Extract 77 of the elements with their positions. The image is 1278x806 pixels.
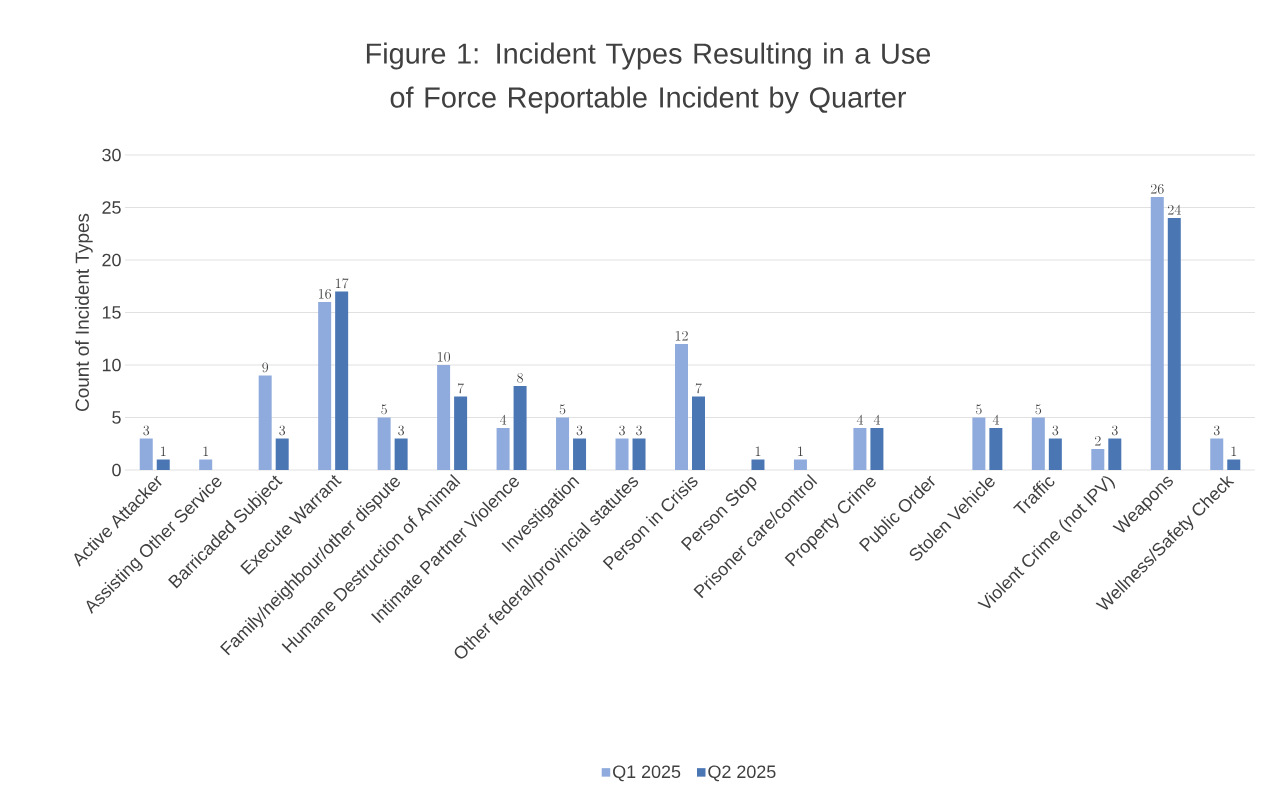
bar <box>632 438 646 470</box>
data-label: 3 <box>398 425 405 436</box>
bar <box>692 396 705 470</box>
y-tick-label: 10 <box>102 358 121 372</box>
bar <box>972 417 986 470</box>
bar <box>1150 197 1164 470</box>
y-tick-label: 15 <box>102 306 121 319</box>
data-label: 16 <box>318 288 332 299</box>
y-tick-label: 25 <box>102 201 121 214</box>
bar <box>615 438 629 470</box>
data-label: 12 <box>675 330 688 341</box>
data-label: 4 <box>499 414 507 425</box>
bar <box>318 302 332 470</box>
y-tick-label: 0 <box>112 463 121 477</box>
bar <box>675 344 688 470</box>
bar <box>751 459 765 470</box>
y-tick-label: 30 <box>102 148 121 162</box>
data-label: 26 <box>1150 183 1164 194</box>
legend-label: Q1 2025 <box>613 765 681 782</box>
bar <box>1210 438 1224 470</box>
data-label: 3 <box>279 425 286 436</box>
data-label: 10 <box>437 351 451 362</box>
data-label: 1 <box>161 446 166 456</box>
data-label: 1 <box>1231 446 1237 456</box>
data-label: 24 <box>1167 204 1181 215</box>
bar <box>139 438 153 470</box>
bar <box>1048 438 1062 470</box>
bar <box>377 417 391 470</box>
bar <box>275 438 289 470</box>
data-label: 4 <box>873 414 881 425</box>
bar <box>793 459 807 470</box>
data-label: 3 <box>143 425 150 436</box>
data-label: 3 <box>1213 425 1220 436</box>
chart-title: Figure 1: Incident Types Resulting in a Use of Force Reportable Incident by Quarter <box>366 42 931 114</box>
bar <box>870 428 884 470</box>
data-label: 4 <box>992 414 999 425</box>
data-label: 5 <box>381 404 387 415</box>
bar <box>573 438 587 470</box>
data-label: 3 <box>1052 425 1059 436</box>
data-label: 3 <box>576 425 583 436</box>
bar <box>335 291 349 470</box>
bar <box>1031 417 1045 470</box>
bar <box>853 428 867 470</box>
data-label: 5 <box>1035 404 1042 415</box>
bar <box>513 386 527 470</box>
data-label: 17 <box>335 278 349 289</box>
bar <box>394 438 408 470</box>
bar <box>454 396 468 470</box>
bar <box>199 459 213 470</box>
bar <box>1227 459 1241 470</box>
data-label: 5 <box>976 404 982 415</box>
bar <box>556 417 570 470</box>
bar <box>1091 449 1105 470</box>
data-label: 1 <box>755 446 761 456</box>
data-label: 7 <box>457 383 464 394</box>
bar <box>156 459 170 470</box>
bar <box>1167 218 1181 470</box>
y-tick-label: 20 <box>102 253 121 267</box>
bar <box>258 375 272 470</box>
y-tick-label: 5 <box>112 411 121 424</box>
bar <box>1108 438 1122 470</box>
legend-label: Q2 2025 <box>708 765 776 782</box>
bar <box>989 428 1003 470</box>
data-label: 5 <box>559 404 566 415</box>
data-label: 9 <box>262 362 269 373</box>
y-axis-title: Count of Incident Types <box>75 213 93 411</box>
bar <box>437 365 451 470</box>
data-label: 1 <box>203 446 209 456</box>
data-label: 4 <box>856 414 864 425</box>
data-label: 2 <box>1095 435 1101 446</box>
data-label: 3 <box>636 425 642 436</box>
data-label: 1 <box>798 446 803 456</box>
data-label: 8 <box>517 372 523 383</box>
bar <box>496 428 510 470</box>
data-label: 3 <box>1111 425 1118 436</box>
data-label: 7 <box>695 383 702 394</box>
data-label: 3 <box>619 425 625 436</box>
